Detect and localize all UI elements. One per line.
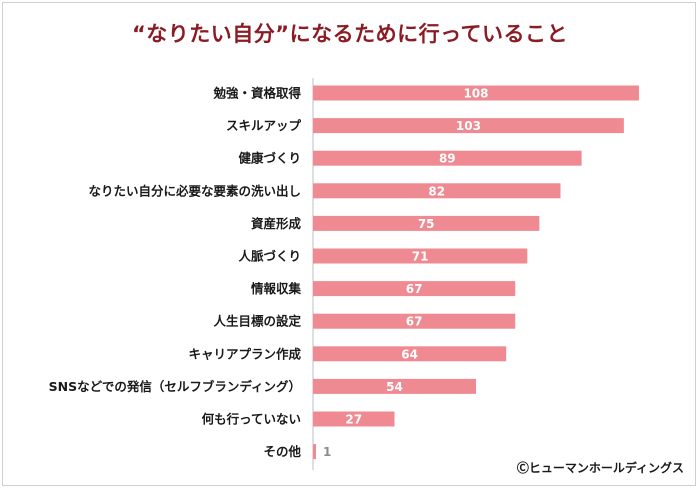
bar: [313, 183, 561, 199]
category-label: 勉強・資格取得: [212, 86, 301, 101]
category-label: スキルアップ: [226, 118, 302, 133]
bar: [313, 313, 516, 329]
bar: [313, 444, 317, 460]
value-label: 64: [401, 347, 418, 361]
bar: [313, 150, 582, 166]
category-label: SNSなどでの発信（セルフブランディング）: [49, 379, 301, 394]
value-label: 1: [323, 445, 331, 459]
bar: [313, 411, 395, 427]
bar: [313, 85, 639, 101]
category-label: なりたい自分に必要な要素の洗い出し: [88, 183, 301, 198]
bar: [313, 346, 507, 362]
category-label: 人生目標の設定: [213, 314, 301, 329]
bar: [313, 248, 528, 264]
chart-title: “なりたい自分”になるために行っていること: [131, 22, 569, 46]
value-label: 67: [406, 282, 423, 296]
category-label: 人脈づくり: [238, 249, 301, 264]
bar: [313, 215, 540, 231]
value-label: 27: [345, 413, 362, 427]
category-label: 資産形成: [251, 216, 302, 231]
chart-frame: [2, 2, 696, 486]
bar: [313, 118, 624, 134]
category-label: 健康づくり: [238, 151, 301, 166]
value-label: 108: [463, 87, 488, 101]
value-label: 82: [428, 184, 445, 198]
bar: [313, 281, 516, 297]
category-label: キャリアプラン作成: [188, 346, 301, 361]
category-label: その他: [263, 444, 301, 459]
value-label: 89: [439, 152, 456, 166]
value-label: 103: [456, 119, 481, 133]
value-label: 67: [406, 315, 423, 329]
copyright-credit: Ⓒヒューマンホールディングス: [516, 461, 684, 475]
value-label: 54: [386, 380, 403, 394]
bar: [313, 378, 476, 394]
category-label: 何も行っていない: [202, 412, 301, 427]
value-label: 75: [418, 217, 435, 231]
category-label: 情報収集: [251, 281, 302, 296]
value-label: 71: [412, 250, 429, 264]
